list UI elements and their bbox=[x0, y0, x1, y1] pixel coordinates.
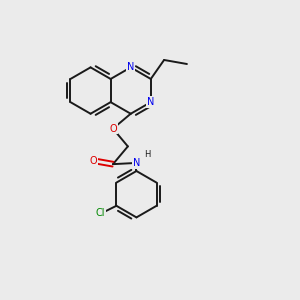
Text: N: N bbox=[133, 158, 140, 168]
Text: N: N bbox=[147, 97, 154, 107]
Text: N: N bbox=[127, 62, 134, 72]
Text: H: H bbox=[144, 150, 151, 159]
Text: O: O bbox=[89, 156, 97, 166]
Text: Cl: Cl bbox=[95, 208, 105, 218]
Text: O: O bbox=[109, 124, 117, 134]
